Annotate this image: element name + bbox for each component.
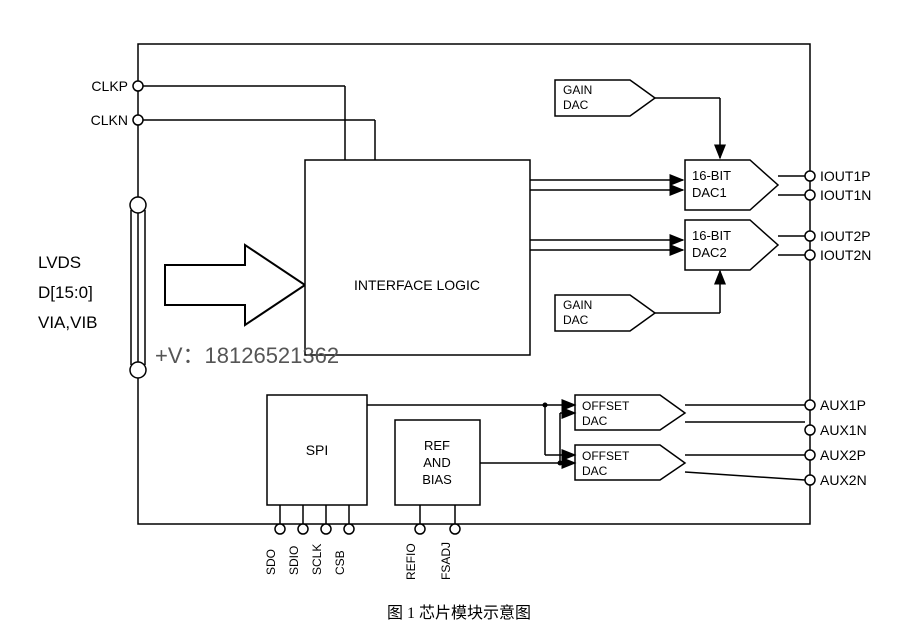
label-sdo: SDO [264,549,278,575]
offset-dac1: OFFSET DAC [575,395,685,430]
lvds-arrow [165,245,305,325]
svg-text:DAC: DAC [582,464,608,478]
pin-csb [344,524,354,534]
gain-dac-bottom: GAIN DAC [555,295,655,331]
spi-label: SPI [306,442,329,458]
label-aux1p: AUX1P [820,397,866,413]
label-aux2p: AUX2P [820,447,866,463]
pin-sdo [275,524,285,534]
ref-label2: AND [423,455,450,470]
label-aux1n: AUX1N [820,422,867,438]
ref-label1: REF [424,438,450,453]
label-iout1n: IOUT1N [820,187,871,203]
pin-aux1p [805,400,815,410]
pin-clkp [133,81,143,91]
diagram-container: CLKP CLKN LVDS D[15:0] VIA,VIB INTERFACE… [0,0,919,640]
label-iout2n: IOUT2N [820,247,871,263]
dac2-block: 16-BIT DAC2 [685,220,778,270]
pin-refio [415,524,425,534]
pin-sdio [298,524,308,534]
gain-dac-top: GAIN DAC [555,80,655,116]
pin-fsadj [450,524,460,534]
pin-iout1n [805,190,815,200]
pin-iout2p [805,231,815,241]
pin-sclk [321,524,331,534]
pin-aux1n [805,425,815,435]
interface-logic-label: INTERFACE LOGIC [354,277,480,293]
dac1-block: 16-BIT DAC1 [685,160,778,210]
svg-text:DAC: DAC [563,98,589,112]
label-clkn: CLKN [91,112,128,128]
pin-aux2p [805,450,815,460]
pin-iout1p [805,171,815,181]
svg-text:16-BIT: 16-BIT [692,228,731,243]
svg-text:OFFSET: OFFSET [582,449,630,463]
interface-logic-block [305,160,530,355]
pin-clkn [133,115,143,125]
watermark-text: +V：18126521362 [155,343,339,368]
wire-il-dac1 [530,180,683,190]
svg-text:OFFSET: OFFSET [582,399,630,413]
pin-iout2n [805,250,815,260]
label-lvds2: D[15:0] [38,283,93,302]
ref-label3: BIAS [422,472,452,487]
svg-text:GAIN: GAIN [563,298,592,312]
label-lvds1: LVDS [38,253,81,272]
label-iout2p: IOUT2P [820,228,871,244]
svg-text:DAC2: DAC2 [692,245,727,260]
label-fsadj: FSADJ [439,542,453,580]
svg-text:GAIN: GAIN [563,83,592,97]
svg-text:DAC1: DAC1 [692,185,727,200]
label-refio: REFIO [404,543,418,580]
label-clkp: CLKP [91,78,128,94]
offset-dac2: OFFSET DAC [575,445,685,480]
label-aux2n: AUX2N [820,472,867,488]
svg-text:DAC: DAC [563,313,589,327]
wire-il-dac2 [530,240,683,250]
label-sclk: SCLK [310,544,324,575]
figure-caption: 图 1 芯片模块示意图 [387,603,531,622]
label-lvds3: VIA,VIB [38,313,98,332]
svg-text:16-BIT: 16-BIT [692,168,731,183]
label-iout1p: IOUT1P [820,168,871,184]
pin-aux2n [805,475,815,485]
label-sdio: SDIO [287,546,301,575]
svg-text:DAC: DAC [582,414,608,428]
label-csb: CSB [333,550,347,575]
